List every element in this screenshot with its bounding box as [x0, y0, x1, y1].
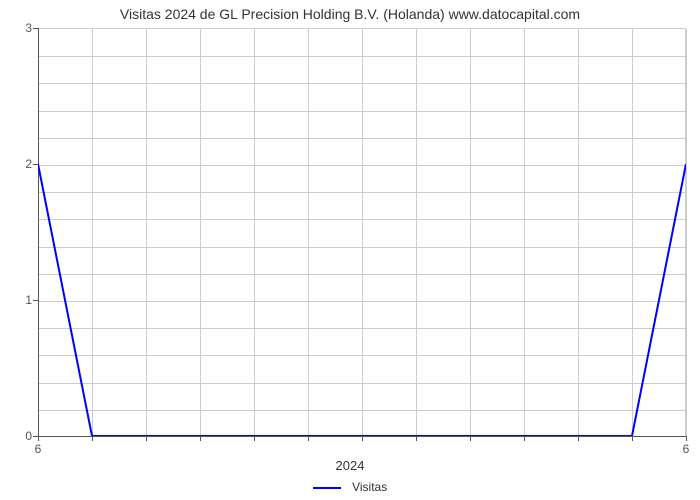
chart-line — [38, 164, 686, 436]
x-tick — [308, 436, 309, 441]
x-tick — [470, 436, 471, 441]
y-tick — [33, 28, 38, 29]
y-tick-label: 3 — [25, 21, 32, 35]
y-tick — [33, 300, 38, 301]
x-axis-label: 2024 — [0, 458, 700, 473]
x-tick — [146, 436, 147, 441]
x-tick-label: 6 — [683, 442, 690, 456]
grid-line-v — [686, 29, 687, 436]
x-tick-label: 6 — [35, 442, 42, 456]
x-tick — [92, 436, 93, 441]
y-tick-label: 2 — [25, 157, 32, 171]
y-tick — [33, 164, 38, 165]
x-tick — [254, 436, 255, 441]
legend-swatch — [313, 487, 341, 489]
chart-line-svg — [38, 28, 686, 436]
x-tick — [524, 436, 525, 441]
x-tick — [686, 436, 687, 441]
y-tick-label: 1 — [25, 293, 32, 307]
x-tick — [38, 436, 39, 441]
x-tick — [632, 436, 633, 441]
legend: Visitas — [0, 480, 700, 494]
x-tick — [362, 436, 363, 441]
y-tick-label: 0 — [25, 429, 32, 443]
x-tick — [200, 436, 201, 441]
legend-label: Visitas — [352, 480, 387, 494]
x-tick — [416, 436, 417, 441]
chart-title: Visitas 2024 de GL Precision Holding B.V… — [0, 6, 700, 22]
chart-container: Visitas 2024 de GL Precision Holding B.V… — [0, 0, 700, 500]
x-tick — [578, 436, 579, 441]
